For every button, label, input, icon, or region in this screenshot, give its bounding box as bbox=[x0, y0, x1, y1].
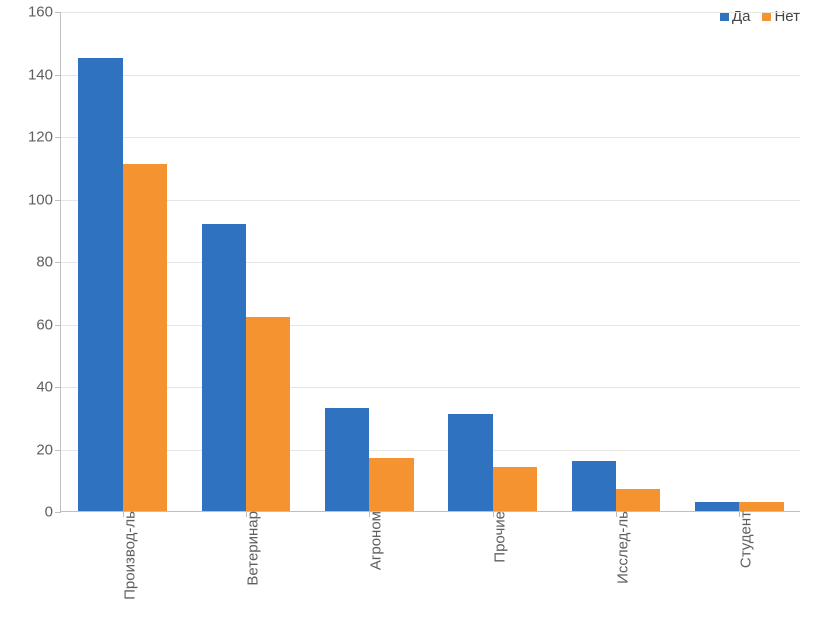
bar bbox=[739, 502, 783, 511]
bar bbox=[325, 408, 369, 511]
y-tick-label: 60 bbox=[36, 316, 61, 333]
bar bbox=[78, 58, 122, 511]
bar bbox=[123, 164, 167, 511]
bar bbox=[202, 224, 246, 512]
gridline bbox=[61, 325, 800, 326]
y-tick-label: 0 bbox=[45, 504, 61, 521]
y-tick-label: 160 bbox=[28, 4, 61, 21]
bar bbox=[695, 502, 739, 511]
plot-area: 020406080100120140160Производ-льВетерина… bbox=[60, 12, 800, 512]
gridline bbox=[61, 262, 800, 263]
bar bbox=[448, 414, 492, 511]
y-tick-label: 140 bbox=[28, 66, 61, 83]
bar bbox=[493, 467, 537, 511]
bar bbox=[616, 489, 660, 511]
y-tick-label: 40 bbox=[36, 379, 61, 396]
gridline bbox=[61, 200, 800, 201]
bar-chart: ДаНет 020406080100120140160Производ-льВе… bbox=[0, 0, 820, 621]
y-tick-label: 100 bbox=[28, 191, 61, 208]
bar bbox=[572, 461, 616, 511]
x-tick-label: Производ-ль bbox=[115, 511, 138, 600]
gridline bbox=[61, 12, 800, 13]
x-tick-label: Исслед-ль bbox=[609, 511, 632, 584]
gridline bbox=[61, 75, 800, 76]
y-tick-label: 120 bbox=[28, 129, 61, 146]
y-tick-label: 20 bbox=[36, 441, 61, 458]
gridline bbox=[61, 450, 800, 451]
x-tick-label: Прочие bbox=[485, 511, 508, 563]
gridline bbox=[61, 137, 800, 138]
bar bbox=[369, 458, 413, 511]
x-tick-label: Агроном bbox=[362, 511, 385, 570]
x-tick-label: Ветеринар bbox=[239, 511, 262, 586]
y-tick-label: 80 bbox=[36, 254, 61, 271]
x-tick-label: Студент bbox=[732, 511, 755, 568]
bar bbox=[246, 317, 290, 511]
gridline bbox=[61, 387, 800, 388]
